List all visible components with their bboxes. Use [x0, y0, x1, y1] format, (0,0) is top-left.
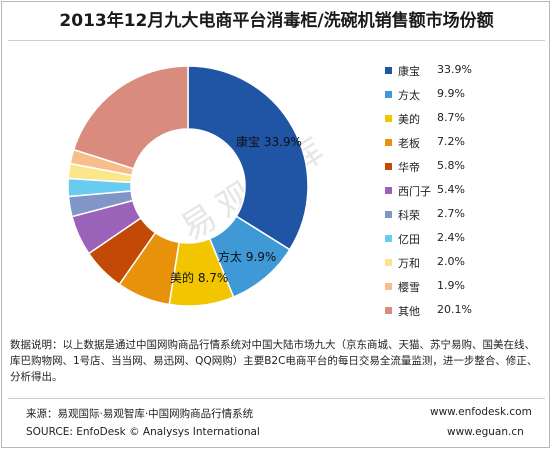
legend-swatch	[385, 211, 392, 218]
legend-item-华帝: 华帝 5.8%	[383, 159, 543, 175]
legend-item-科荣: 科荣 2.7%	[383, 207, 543, 223]
legend-swatch	[385, 187, 392, 194]
data-note: 数据说明：以上数据是通过中国网购商品行情系统对中国大陆市场九大（京东商城、天猫、…	[10, 339, 538, 383]
legend-value: 7.2%	[437, 135, 465, 148]
legend-swatch	[385, 283, 392, 290]
legend-item-樱雪: 樱雪 1.9%	[383, 279, 543, 295]
legend-item-康宝: 康宝 33.9%	[383, 63, 543, 79]
legend-item-美的: 美的 8.7%	[383, 111, 543, 127]
legend-item-老板: 老板 7.2%	[383, 135, 543, 151]
legend-item-亿田: 亿田 2.4%	[383, 231, 543, 247]
data-label-方太: 方太 9.9%	[218, 250, 277, 264]
legend-swatch	[385, 115, 392, 122]
legend-label: 其他	[398, 305, 420, 318]
url-eguan: www.eguan.cn	[447, 426, 524, 438]
legend-label: 老板	[398, 137, 420, 150]
title-divider	[8, 40, 545, 41]
legend-item-其他: 其他 20.1%	[383, 303, 543, 319]
slice-其他	[72, 65, 189, 170]
legend-label: 美的	[398, 113, 420, 126]
legend-label: 西门子	[398, 185, 431, 198]
legend-label: 亿田	[398, 233, 420, 246]
legend-value: 2.4%	[437, 231, 465, 244]
legend-item-方太: 方太 9.9%	[383, 87, 543, 103]
data-label-康宝: 康宝 33.9%	[236, 135, 302, 149]
legend-label: 万和	[398, 257, 420, 270]
legend-value: 20.1%	[437, 303, 472, 316]
slice-康宝	[187, 65, 309, 251]
legend-value: 5.4%	[437, 183, 465, 196]
legend-value: 33.9%	[437, 63, 472, 76]
legend-swatch	[385, 139, 392, 146]
url-enfodesk: www.enfodesk.com	[430, 406, 532, 418]
legend-label: 樱雪	[398, 281, 420, 294]
legend-value: 9.9%	[437, 87, 465, 100]
legend-item-西门子: 西门子 5.4%	[383, 183, 543, 199]
source-cn: 来源：易观国际·易观智库·中国网购商品行情系统	[26, 408, 254, 420]
legend-value: 1.9%	[437, 279, 465, 292]
legend-label: 康宝	[398, 65, 420, 78]
legend-swatch	[385, 259, 392, 266]
legend-label: 华帝	[398, 161, 420, 174]
legend-swatch	[385, 307, 392, 314]
legend-label: 科荣	[398, 209, 420, 222]
legend-label: 方太	[398, 89, 420, 102]
legend-swatch	[385, 91, 392, 98]
legend-value: 8.7%	[437, 111, 465, 124]
legend-swatch	[385, 235, 392, 242]
legend-swatch	[385, 163, 392, 170]
source-en: SOURCE: EnfoDesk © Analysys Internationa…	[26, 426, 260, 438]
legend-value: 2.7%	[437, 207, 465, 220]
data-label-美的: 美的 8.7%	[170, 271, 229, 285]
legend-value: 5.8%	[437, 159, 465, 172]
legend-swatch	[385, 67, 392, 74]
chart-title: 2013年12月九大电商平台消毒柜/洗碗机销售额市场份额	[59, 11, 494, 31]
footer-divider	[8, 398, 545, 399]
legend-value: 2.0%	[437, 255, 465, 268]
legend-item-万和: 万和 2.0%	[383, 255, 543, 271]
